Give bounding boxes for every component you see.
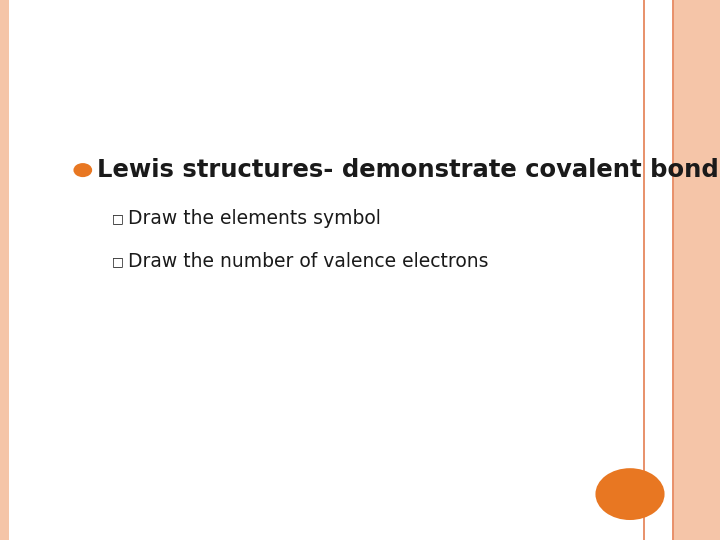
Text: Draw the elements symbol: Draw the elements symbol [128,209,381,228]
Text: □: □ [112,255,123,268]
Text: Lewis structures- demonstrate covalent bonding: Lewis structures- demonstrate covalent b… [97,158,720,182]
Circle shape [73,163,92,177]
Circle shape [595,468,665,520]
Bar [644,0,720,540]
Bar [0,0,9,540]
Bar [644,0,673,540]
Text: □: □ [112,212,123,225]
Text: Draw the number of valence electrons: Draw the number of valence electrons [128,252,489,272]
